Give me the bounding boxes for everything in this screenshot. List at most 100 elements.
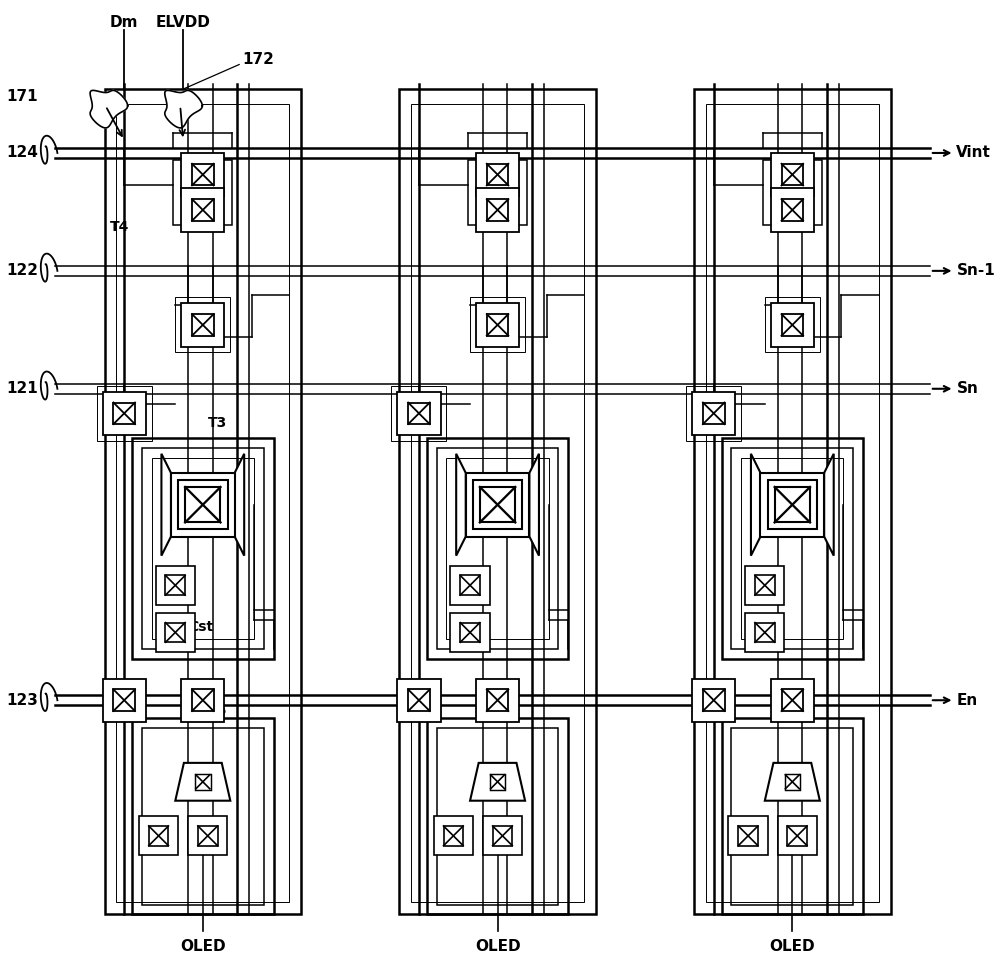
- Bar: [195, 774, 211, 789]
- Bar: [483, 816, 522, 856]
- Text: Sn-1: Sn-1: [956, 264, 995, 278]
- Bar: [444, 826, 463, 846]
- Polygon shape: [175, 763, 230, 801]
- Bar: [198, 826, 218, 846]
- Bar: [450, 566, 490, 605]
- Text: OLED: OLED: [180, 939, 226, 954]
- Bar: [703, 690, 725, 711]
- Bar: [165, 622, 185, 642]
- Polygon shape: [765, 763, 820, 801]
- Polygon shape: [824, 453, 834, 556]
- Text: En: En: [956, 693, 978, 707]
- Bar: [175, 297, 230, 353]
- Text: OLED: OLED: [770, 939, 815, 954]
- Bar: [778, 816, 817, 856]
- Bar: [397, 679, 441, 722]
- Bar: [692, 679, 735, 722]
- Bar: [487, 164, 508, 186]
- Bar: [437, 447, 558, 649]
- Bar: [408, 690, 430, 711]
- Bar: [476, 153, 519, 196]
- Bar: [476, 303, 519, 347]
- Bar: [755, 575, 775, 595]
- Bar: [113, 403, 135, 424]
- Text: T1: T1: [166, 586, 186, 600]
- Bar: [760, 473, 824, 536]
- Bar: [192, 164, 214, 186]
- Text: Dm: Dm: [110, 16, 138, 30]
- Bar: [408, 403, 430, 424]
- Text: T5: T5: [109, 704, 129, 718]
- Bar: [181, 153, 224, 196]
- Bar: [728, 816, 768, 856]
- Bar: [460, 622, 480, 642]
- Bar: [116, 104, 289, 902]
- Polygon shape: [751, 453, 760, 556]
- Bar: [731, 447, 853, 649]
- Bar: [434, 816, 473, 856]
- Bar: [132, 718, 274, 914]
- Bar: [745, 566, 784, 605]
- Bar: [768, 480, 817, 530]
- Text: 172: 172: [242, 52, 274, 67]
- Bar: [782, 199, 803, 221]
- Bar: [156, 613, 195, 652]
- Text: Sn: Sn: [956, 381, 978, 397]
- Bar: [113, 690, 135, 711]
- Bar: [152, 457, 254, 639]
- Polygon shape: [161, 453, 171, 556]
- Bar: [142, 728, 264, 905]
- Bar: [722, 438, 863, 658]
- Text: Vint: Vint: [956, 146, 991, 160]
- Bar: [103, 392, 146, 435]
- Bar: [476, 189, 519, 232]
- Bar: [103, 679, 146, 722]
- Bar: [686, 386, 741, 441]
- Bar: [391, 386, 446, 441]
- Bar: [411, 104, 584, 902]
- Bar: [722, 718, 863, 914]
- Bar: [470, 297, 525, 353]
- Polygon shape: [235, 453, 244, 556]
- Bar: [185, 487, 220, 523]
- Bar: [487, 199, 508, 221]
- Bar: [450, 613, 490, 652]
- Bar: [427, 438, 568, 658]
- Bar: [782, 690, 803, 711]
- Bar: [785, 774, 800, 789]
- Bar: [132, 438, 274, 658]
- Bar: [694, 89, 891, 914]
- Bar: [782, 164, 803, 186]
- Bar: [741, 457, 843, 639]
- Bar: [490, 774, 505, 789]
- Text: 123: 123: [6, 693, 38, 707]
- Text: ELVDD: ELVDD: [156, 16, 211, 30]
- Polygon shape: [470, 763, 525, 801]
- Bar: [771, 189, 814, 232]
- Bar: [97, 386, 152, 441]
- Bar: [105, 89, 301, 914]
- Bar: [399, 89, 596, 914]
- Bar: [703, 403, 725, 424]
- Bar: [142, 447, 264, 649]
- Bar: [692, 392, 735, 435]
- Bar: [480, 487, 515, 523]
- Text: OLED: OLED: [475, 939, 520, 954]
- Bar: [192, 314, 214, 336]
- Text: Cst: Cst: [188, 619, 213, 633]
- Polygon shape: [90, 91, 128, 128]
- Bar: [181, 679, 224, 722]
- Text: T3: T3: [208, 416, 227, 430]
- Text: T4: T4: [109, 220, 129, 234]
- Bar: [782, 314, 803, 336]
- Bar: [787, 826, 807, 846]
- Bar: [468, 160, 527, 225]
- Bar: [460, 575, 480, 595]
- Bar: [473, 480, 522, 530]
- Bar: [171, 473, 235, 536]
- Bar: [476, 679, 519, 722]
- Bar: [181, 303, 224, 347]
- Bar: [427, 718, 568, 914]
- Bar: [156, 566, 195, 605]
- Bar: [178, 480, 228, 530]
